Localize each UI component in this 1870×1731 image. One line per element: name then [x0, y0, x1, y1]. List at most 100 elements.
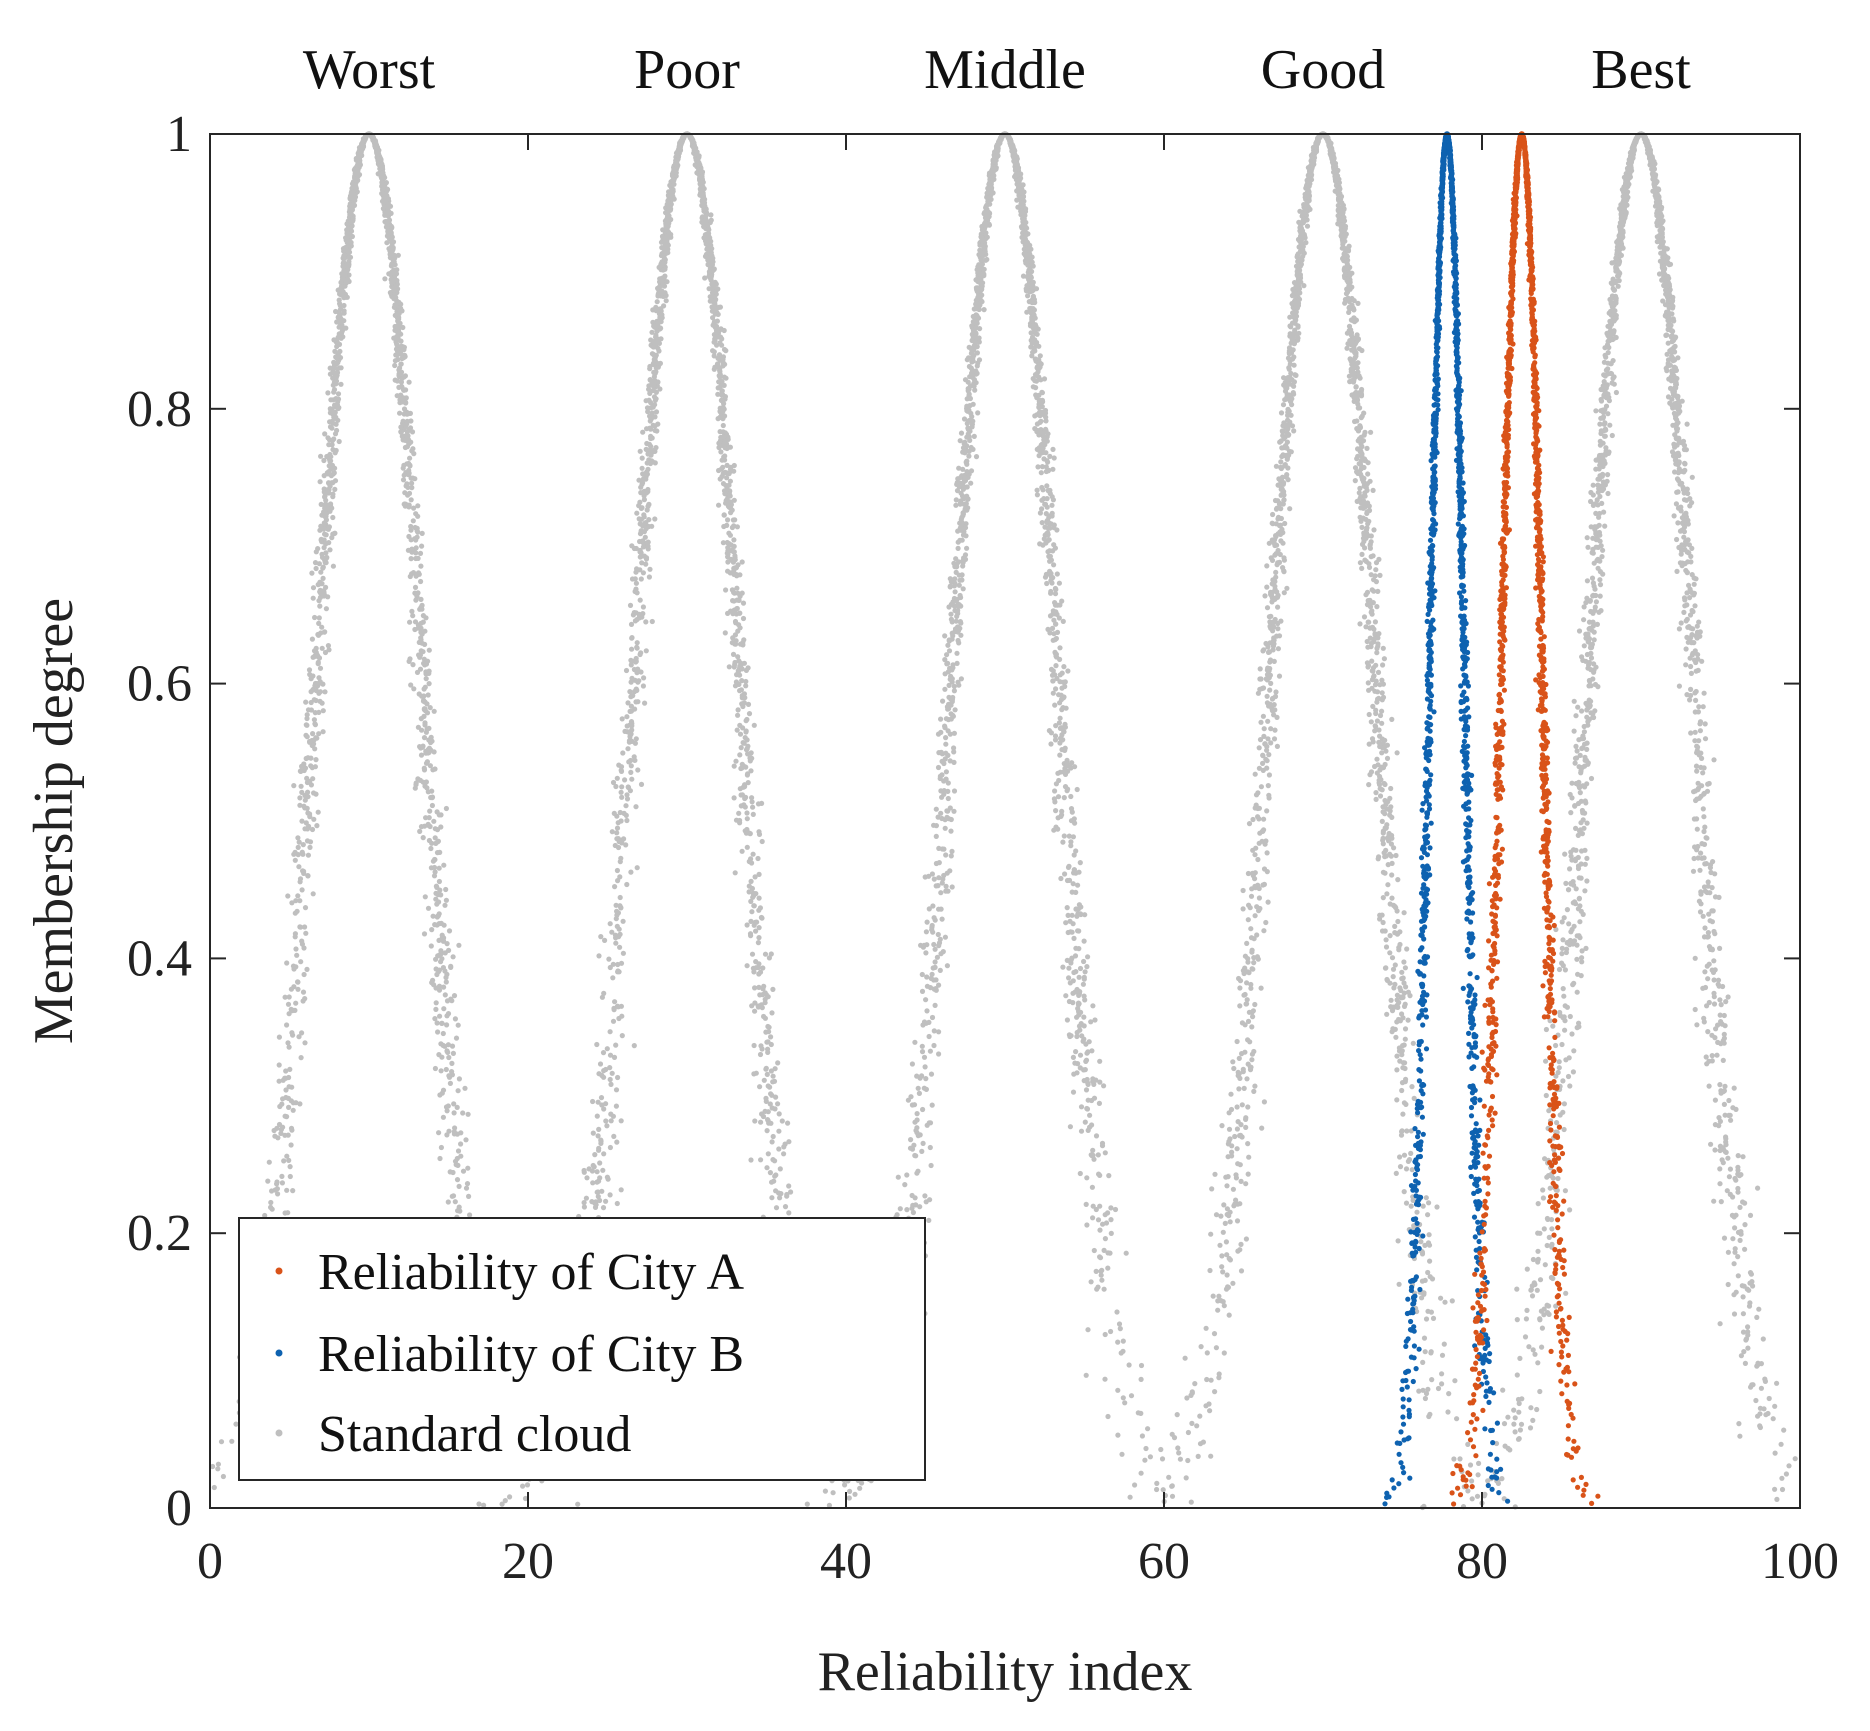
scatter-point: [646, 517, 652, 523]
scatter-point: [392, 312, 398, 318]
scatter-point: [454, 1177, 461, 1183]
scatter-point: [746, 830, 753, 836]
scatter-point: [725, 503, 732, 509]
scatter-point: [641, 675, 647, 681]
scatter-point: [309, 826, 316, 833]
scatter-point: [409, 480, 415, 486]
scatter-point: [653, 352, 659, 358]
scatter-point: [729, 587, 736, 593]
scatter-point: [445, 1199, 451, 1205]
scatter-point: [432, 1065, 438, 1072]
scatter-point: [784, 1193, 790, 1199]
scatter-point: [300, 989, 307, 995]
scatter-point: [320, 565, 326, 571]
scatter-point: [283, 1068, 289, 1074]
scatter-point: [441, 984, 447, 990]
scatter-point: [932, 1002, 938, 1009]
scatter-point: [451, 1110, 457, 1116]
scatter-point: [1115, 1387, 1121, 1393]
scatter-point: [346, 241, 352, 247]
scatter-point: [772, 1158, 778, 1164]
scatter-point: [654, 299, 660, 305]
scatter-point: [319, 551, 325, 557]
scatter-point: [446, 1073, 452, 1079]
scatter-point: [446, 1054, 452, 1061]
scatter-point: [394, 277, 400, 284]
scatter-point: [624, 881, 630, 888]
scatter-point: [423, 676, 429, 682]
scatter-point: [652, 379, 658, 385]
scatter-point: [297, 898, 303, 904]
scatter-point: [724, 522, 730, 529]
scatter-point: [396, 324, 402, 330]
scatter-point: [594, 1041, 600, 1048]
scatter-point: [314, 823, 320, 829]
scatter-point: [927, 1197, 933, 1203]
scatter-point: [325, 526, 331, 532]
scatter-point: [613, 940, 619, 946]
scatter-point: [732, 870, 738, 876]
scatter-point: [616, 762, 622, 768]
scatter-point: [926, 1217, 932, 1223]
scatter-point: [292, 849, 298, 856]
scatter-point: [764, 1128, 770, 1134]
scatter-point: [418, 596, 424, 603]
scatter-point: [758, 1157, 764, 1163]
scatter-point: [314, 652, 320, 658]
scatter-point: [664, 243, 670, 249]
scatter-point: [614, 1139, 620, 1145]
scatter-point: [966, 453, 972, 459]
scatter-point: [262, 1212, 268, 1219]
scatter-point: [398, 379, 404, 385]
scatter-point: [612, 999, 618, 1005]
scatter-point: [615, 878, 621, 884]
scatter-point: [404, 411, 410, 417]
scatter-point: [313, 757, 319, 763]
scatter-point: [929, 1102, 935, 1108]
scatter-point: [438, 824, 444, 830]
scatter-point: [749, 799, 755, 805]
scatter-point: [758, 1119, 764, 1125]
scatter-point: [313, 697, 319, 704]
scatter-point: [720, 540, 727, 546]
scatter-point: [718, 414, 724, 420]
scatter-point: [387, 290, 393, 296]
scatter-point: [282, 1113, 288, 1119]
scatter-point: [464, 1181, 471, 1187]
scatter-point: [323, 584, 329, 591]
scatter-point: [303, 820, 309, 826]
scatter-point: [629, 635, 635, 641]
scatter-point: [618, 855, 624, 861]
scatter-point: [765, 1151, 771, 1157]
scatter-point: [931, 876, 937, 882]
scatter-point: [319, 581, 325, 587]
scatter-point: [349, 204, 355, 210]
scatter-point: [304, 715, 310, 722]
scatter-point: [606, 956, 612, 962]
scatter-point: [426, 670, 432, 677]
scatter-point: [432, 922, 438, 928]
scatter-point: [605, 1176, 611, 1182]
scatter-point: [404, 421, 410, 427]
scatter-point: [294, 952, 300, 958]
scatter-point: [976, 357, 983, 363]
scatter-point: [698, 169, 704, 175]
scatter-point: [311, 717, 317, 723]
scatter-point: [311, 648, 318, 654]
scatter-point: [633, 580, 640, 586]
scatter-point: [739, 693, 745, 699]
scatter-point: [593, 1199, 599, 1205]
scatter-point: [281, 1158, 287, 1164]
scatter-point: [398, 305, 404, 311]
scatter-point: [603, 1118, 609, 1124]
scatter-point: [419, 543, 425, 549]
scatter-point: [699, 185, 705, 191]
scatter-point: [931, 1028, 937, 1034]
scatter-point: [416, 639, 422, 646]
scatter-point: [770, 1073, 776, 1079]
scatter-point: [748, 1157, 754, 1163]
scatter-point: [757, 905, 764, 911]
scatter-point: [411, 451, 417, 457]
scatter-point: [399, 433, 405, 439]
scatter-point: [311, 737, 317, 743]
